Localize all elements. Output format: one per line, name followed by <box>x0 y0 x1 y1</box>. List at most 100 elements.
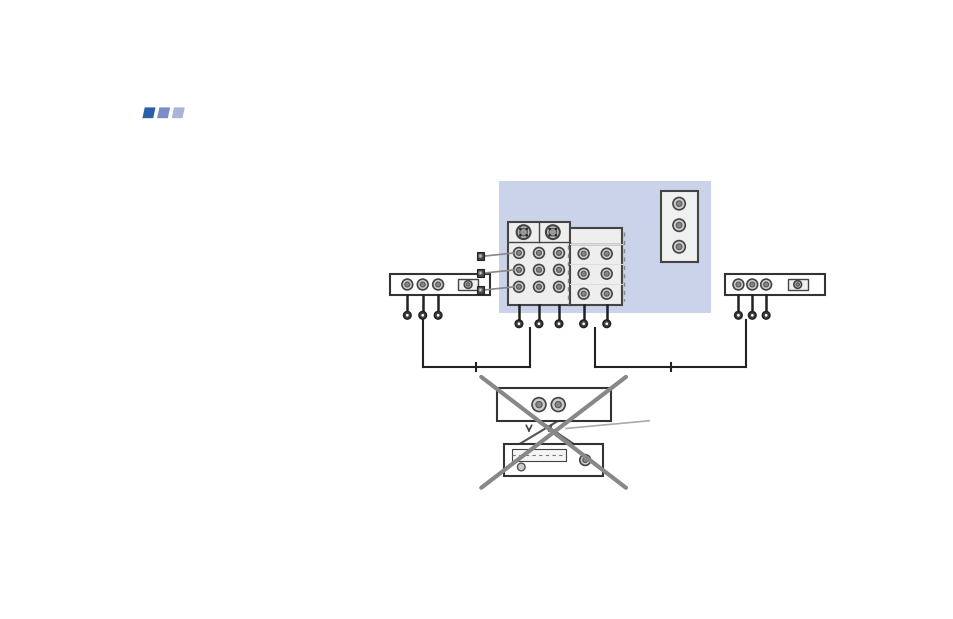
Bar <box>723 274 823 295</box>
Circle shape <box>533 264 544 275</box>
Circle shape <box>516 251 521 256</box>
Circle shape <box>478 271 481 274</box>
Circle shape <box>734 311 741 319</box>
Circle shape <box>401 279 413 290</box>
Circle shape <box>676 201 681 206</box>
Circle shape <box>602 320 610 327</box>
Bar <box>390 274 490 295</box>
Circle shape <box>604 322 608 326</box>
Circle shape <box>517 322 520 326</box>
Circle shape <box>536 267 541 272</box>
Circle shape <box>535 320 542 327</box>
Circle shape <box>513 248 524 258</box>
Polygon shape <box>157 107 170 118</box>
Circle shape <box>433 279 443 290</box>
Bar <box>504 444 602 476</box>
Circle shape <box>536 402 541 408</box>
Circle shape <box>732 279 743 290</box>
Circle shape <box>548 235 550 236</box>
Circle shape <box>760 279 771 290</box>
Circle shape <box>516 284 521 289</box>
Circle shape <box>795 283 799 286</box>
Circle shape <box>532 397 545 412</box>
Circle shape <box>519 235 520 236</box>
Circle shape <box>603 271 609 276</box>
Circle shape <box>513 282 524 292</box>
Bar <box>498 181 710 313</box>
Circle shape <box>478 288 481 292</box>
Circle shape <box>672 219 684 232</box>
Circle shape <box>556 251 560 256</box>
Bar <box>569 228 621 305</box>
Circle shape <box>536 251 541 256</box>
Circle shape <box>603 251 609 256</box>
Circle shape <box>578 288 588 299</box>
Circle shape <box>603 292 609 296</box>
Circle shape <box>763 282 768 287</box>
Circle shape <box>525 235 527 236</box>
Circle shape <box>580 251 585 256</box>
Circle shape <box>557 322 560 326</box>
Circle shape <box>519 228 520 230</box>
Circle shape <box>513 264 524 275</box>
Circle shape <box>436 282 440 287</box>
Circle shape <box>578 268 588 279</box>
Bar <box>508 222 569 305</box>
Bar <box>476 252 483 260</box>
Bar <box>659 191 697 262</box>
Circle shape <box>548 228 556 236</box>
Circle shape <box>420 282 425 287</box>
Circle shape <box>793 280 801 288</box>
Bar <box>476 286 483 294</box>
Circle shape <box>516 267 521 272</box>
Circle shape <box>418 311 426 319</box>
Circle shape <box>548 228 550 230</box>
Bar <box>457 279 477 290</box>
Polygon shape <box>142 107 155 118</box>
Circle shape <box>579 455 590 465</box>
Polygon shape <box>172 107 185 118</box>
Circle shape <box>578 248 588 259</box>
Circle shape <box>519 228 527 236</box>
Circle shape <box>537 322 540 326</box>
Circle shape <box>555 320 562 327</box>
Circle shape <box>580 292 585 296</box>
Circle shape <box>600 288 612 299</box>
Circle shape <box>579 320 587 327</box>
Circle shape <box>749 282 754 287</box>
Circle shape <box>553 248 564 258</box>
Circle shape <box>466 283 470 286</box>
Bar <box>497 389 610 421</box>
Circle shape <box>580 271 585 276</box>
Circle shape <box>436 313 439 317</box>
Circle shape <box>403 311 411 319</box>
Circle shape <box>404 282 409 287</box>
Bar <box>512 449 565 461</box>
Circle shape <box>555 402 560 408</box>
Circle shape <box>533 248 544 258</box>
Circle shape <box>581 322 585 326</box>
Circle shape <box>556 267 560 272</box>
Circle shape <box>556 284 560 289</box>
Circle shape <box>551 397 564 412</box>
Circle shape <box>464 280 472 288</box>
Circle shape <box>533 282 544 292</box>
Circle shape <box>746 279 757 290</box>
Circle shape <box>761 311 769 319</box>
Circle shape <box>750 313 754 317</box>
Circle shape <box>555 235 557 236</box>
Circle shape <box>525 228 527 230</box>
Circle shape <box>405 313 409 317</box>
Circle shape <box>763 313 767 317</box>
Circle shape <box>735 282 740 287</box>
Circle shape <box>600 268 612 279</box>
Circle shape <box>600 248 612 259</box>
Circle shape <box>553 282 564 292</box>
Circle shape <box>434 311 441 319</box>
Circle shape <box>676 244 681 249</box>
Bar <box>476 269 483 277</box>
Circle shape <box>536 284 541 289</box>
Circle shape <box>553 264 564 275</box>
Circle shape <box>736 313 740 317</box>
Circle shape <box>478 254 481 258</box>
